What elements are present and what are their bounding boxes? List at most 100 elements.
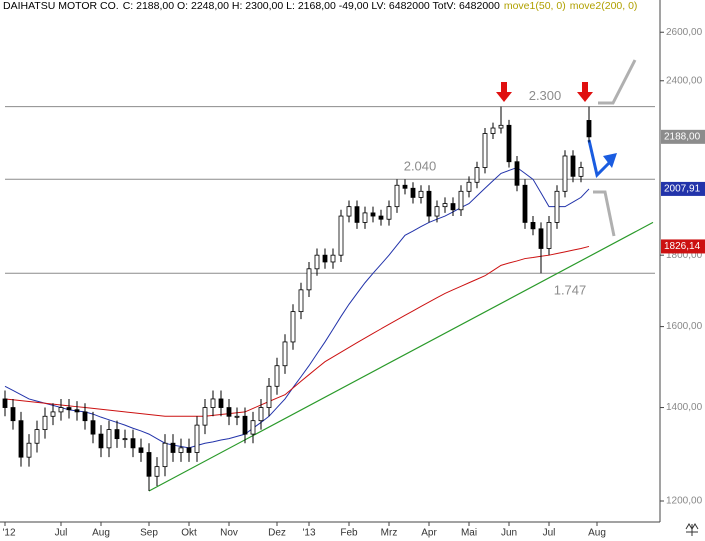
- scale-icon: [685, 523, 699, 536]
- x-tick-label: Sep: [140, 528, 158, 539]
- candle-body: [314, 254, 320, 270]
- y-tick-label: 1600,00: [666, 321, 703, 332]
- candle-body: [506, 124, 512, 163]
- candle-body: [298, 289, 304, 313]
- legend-entry: move2(200, 0): [569, 0, 638, 12]
- candle-body: [338, 215, 344, 256]
- candle-body: [10, 407, 16, 422]
- candle-body: [250, 420, 256, 435]
- candle-body: [474, 167, 480, 183]
- candle-body: [546, 222, 552, 249]
- candle-body: [98, 433, 104, 449]
- candle-body: [66, 407, 72, 411]
- level-label: 2.300: [529, 88, 562, 103]
- candle-body: [514, 161, 520, 186]
- candle-body: [18, 420, 24, 458]
- candle-body: [202, 407, 208, 426]
- candle-body: [170, 442, 176, 453]
- gray-path-down: [593, 190, 616, 237]
- blue-arrowhead: [603, 153, 617, 168]
- level-label: 1.747: [554, 283, 587, 298]
- candle-body: [402, 184, 408, 189]
- x-tick-label: Mrz: [381, 528, 398, 539]
- candle-body: [122, 438, 128, 441]
- x-tick-label: Dez: [268, 528, 286, 539]
- last-value-label: 2188,00: [664, 131, 701, 142]
- candle-body: [50, 411, 56, 417]
- trendline: [148, 221, 654, 492]
- x-tick-label: Jun: [501, 528, 517, 539]
- x-tick-label: Aug: [92, 528, 110, 539]
- x-tick-label: '13: [302, 528, 315, 539]
- candle-body: [290, 311, 296, 343]
- last-value-box: [661, 239, 705, 254]
- candle-body: [570, 155, 576, 177]
- candle-body: [82, 411, 88, 422]
- ma-line: [4, 245, 590, 417]
- x-tick-label: Aug: [588, 528, 606, 539]
- candle-body: [90, 420, 96, 435]
- last-value-box: [661, 181, 705, 196]
- candle-body: [154, 466, 160, 477]
- candle-body: [346, 206, 352, 217]
- legend-entry: move1(50, 0): [503, 0, 566, 12]
- candle-body: [186, 447, 192, 453]
- candle-body: [498, 124, 504, 129]
- red-arrow: [496, 82, 593, 102]
- candle-body: [194, 424, 200, 453]
- candle-body: [266, 385, 272, 408]
- candle-body: [306, 268, 312, 291]
- x-tick-label: Apr: [421, 528, 437, 539]
- candle-body: [466, 181, 472, 192]
- candle-body: [522, 184, 528, 223]
- candle-body: [106, 429, 112, 449]
- candle-body: [322, 254, 328, 263]
- candle-body: [114, 429, 120, 440]
- x-tick-label: Feb: [340, 528, 358, 539]
- candle-body: [554, 190, 560, 223]
- candle-body: [490, 127, 496, 134]
- x-tick-label: Jul: [55, 528, 68, 539]
- x-tick-label: Mai: [461, 528, 477, 539]
- header: DAIHATSU MOTOR CO. C: 2188,00 O: 2248,00…: [3, 0, 637, 12]
- candle-body: [34, 429, 40, 444]
- candle-body: [362, 212, 368, 223]
- candle-body: [2, 398, 8, 408]
- candle-body: [218, 398, 224, 408]
- candle-body: [242, 415, 248, 435]
- candle-body: [26, 442, 32, 458]
- x-tick-label: Jul: [543, 528, 556, 539]
- x-tick-label: Nov: [220, 528, 238, 539]
- level-label: 2.040: [404, 159, 437, 174]
- candle-body: [538, 228, 544, 249]
- candle-body: [162, 442, 168, 468]
- candle-body: [130, 438, 136, 449]
- y-tick-label: 1400,00: [666, 402, 703, 413]
- chart-title: DAIHATSU MOTOR CO.: [3, 0, 119, 12]
- candle-body: [378, 215, 384, 220]
- y-tick-label: 1800,00: [666, 250, 703, 261]
- candle-body: [394, 184, 400, 208]
- blue-path: [587, 139, 612, 178]
- candle-body: [418, 190, 424, 198]
- candle-body: [58, 407, 64, 413]
- candle-body: [458, 190, 464, 211]
- candle-body: [178, 447, 184, 453]
- gray-path-up: [598, 59, 637, 105]
- last-value-box: [661, 129, 705, 144]
- candle-body: [578, 167, 584, 177]
- y-tick-label: 2400,00: [666, 75, 703, 86]
- candle-body: [426, 190, 432, 217]
- candle-body: [370, 212, 376, 217]
- candle-body: [450, 203, 456, 211]
- ma-line: [4, 166, 590, 449]
- candle-body: [442, 203, 448, 208]
- candle-body: [482, 133, 488, 168]
- candle-body: [74, 409, 80, 413]
- last-value-label: 1826,14: [664, 241, 701, 252]
- candle-body: [42, 415, 48, 431]
- candle-body: [146, 452, 152, 477]
- candle-body: [386, 206, 392, 220]
